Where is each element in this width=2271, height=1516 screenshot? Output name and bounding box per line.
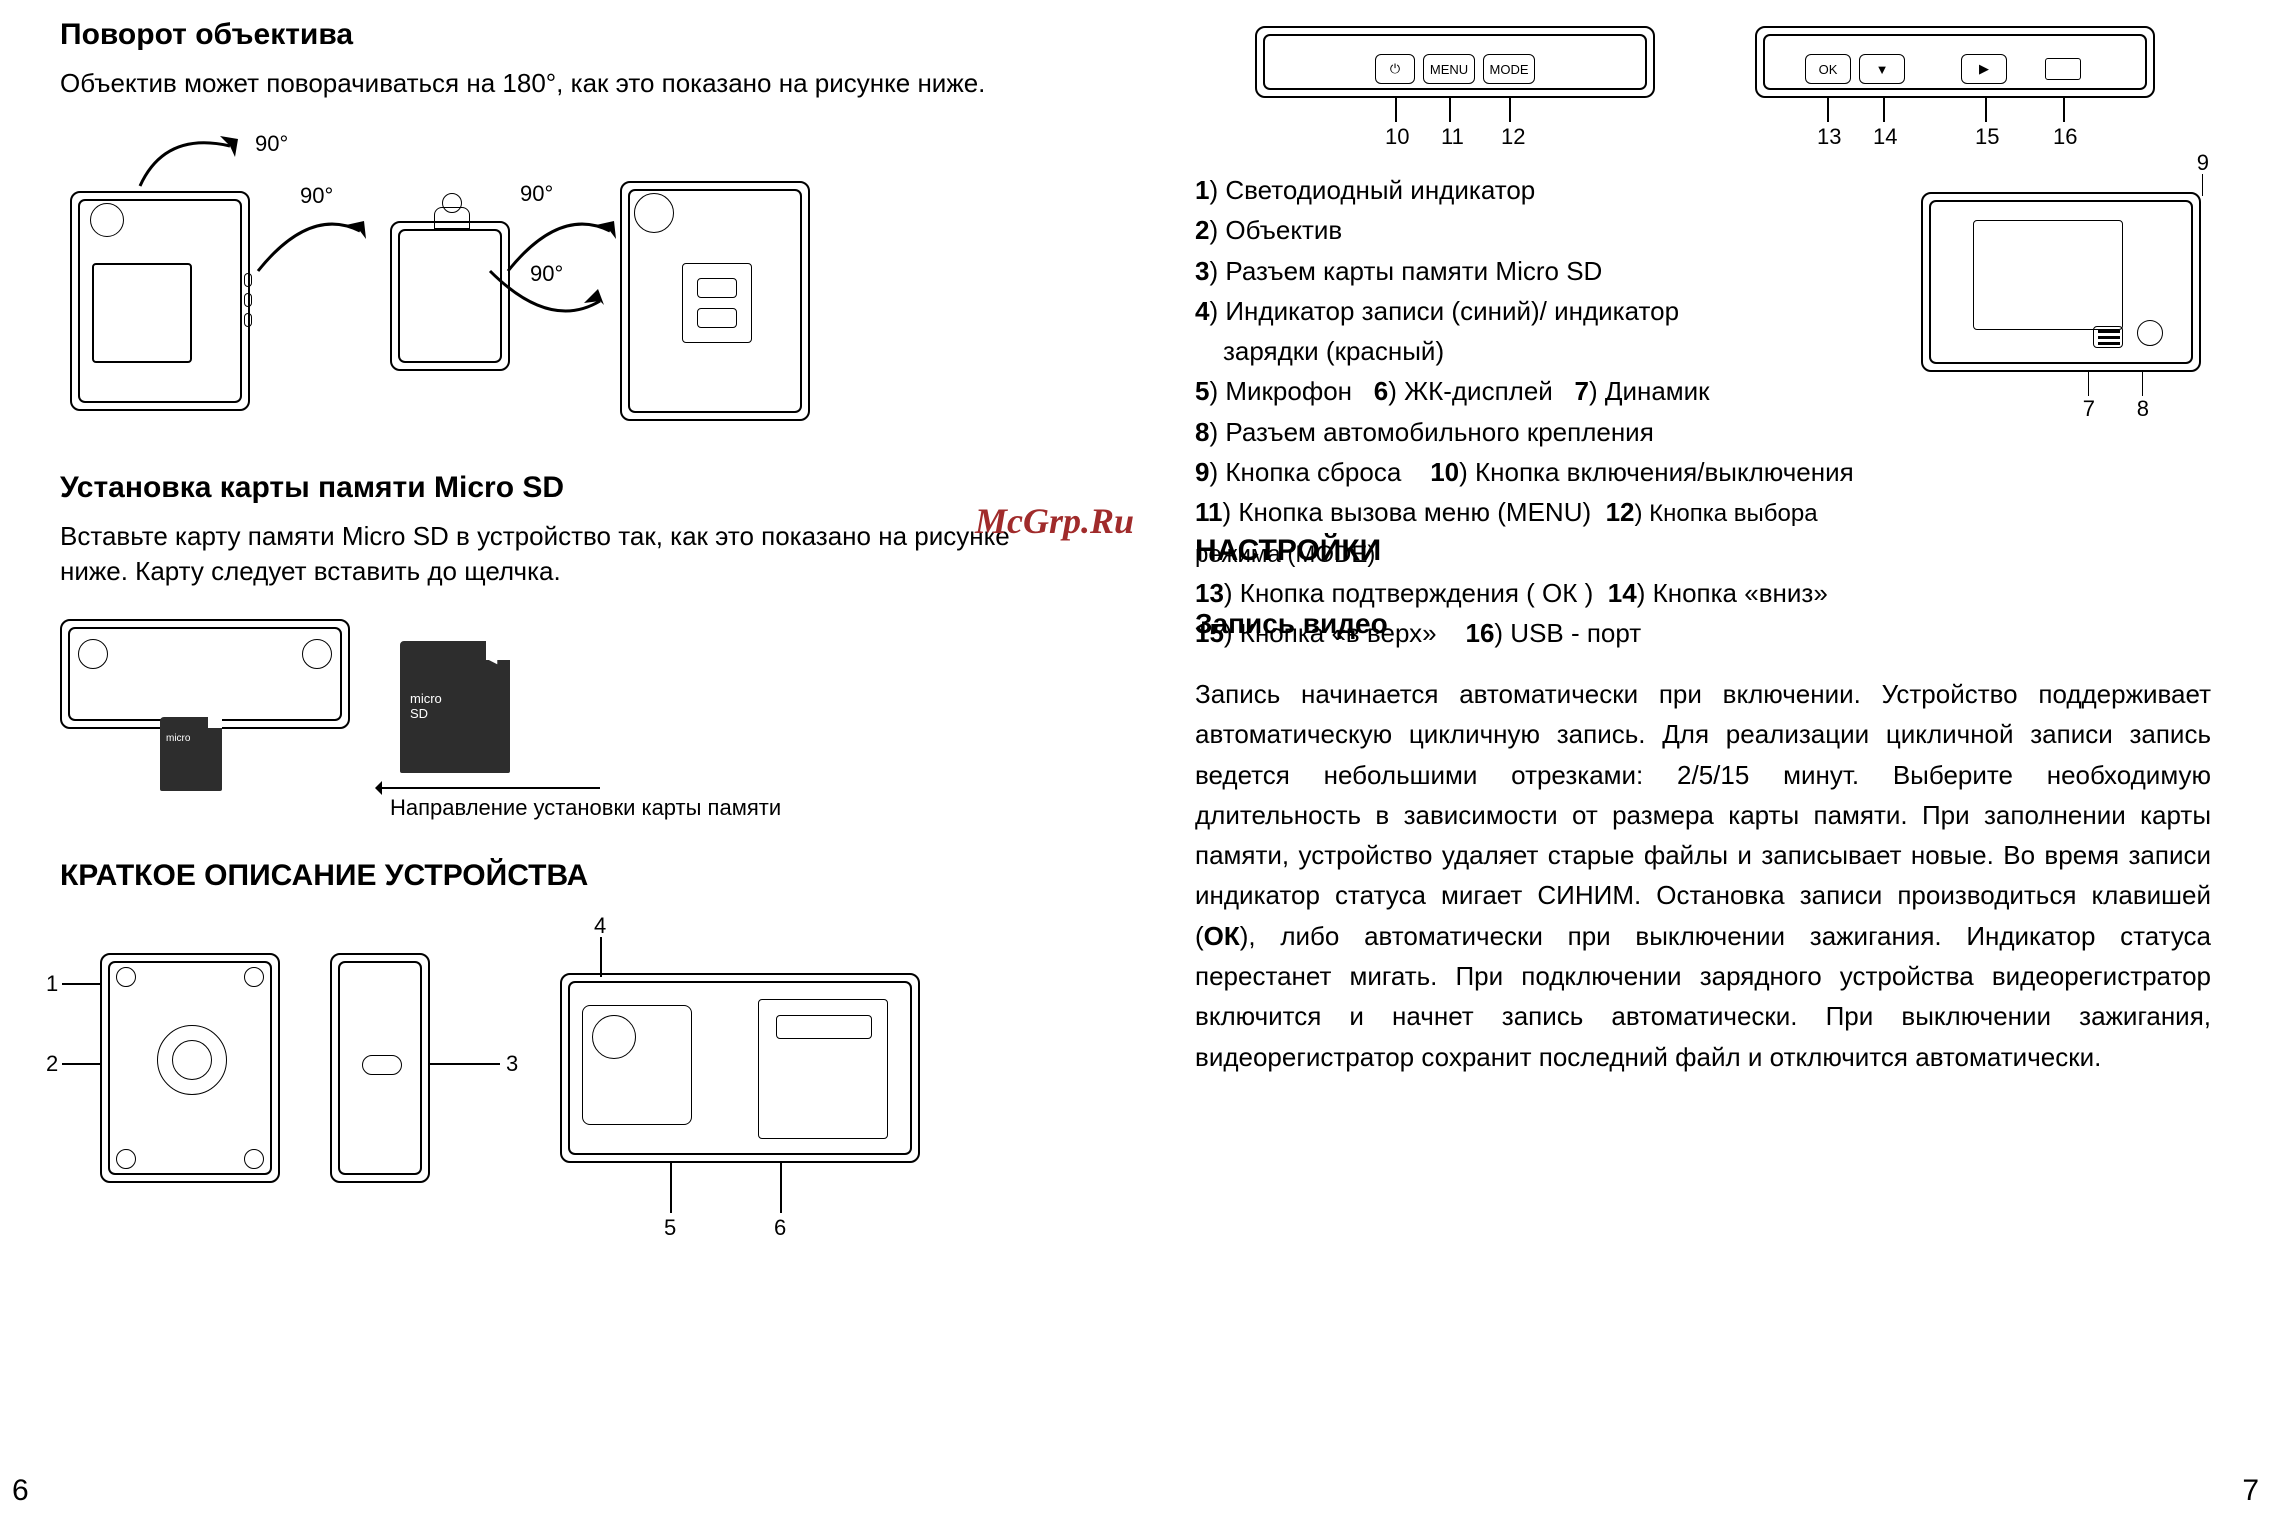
part-4b: зарядки (красный)	[1223, 336, 1444, 366]
callout-6: 6	[774, 1215, 786, 1241]
part-14: ) Кнопка «вниз»	[1637, 578, 1828, 608]
callout-12: 12	[1501, 124, 1525, 150]
heading-sd-install: Установка карты памяти Micro SD	[60, 471, 1075, 505]
page-number-right: 7	[2242, 1474, 2259, 1508]
callout-9: 9	[2197, 150, 2209, 176]
label-90-3: 90°	[520, 181, 553, 207]
part-10: ) Кнопка включения/выключения	[1459, 457, 1854, 487]
part-7: ) Динамик	[1589, 376, 1710, 406]
page-left: Поворот объектива Объектив может поворач…	[0, 0, 1135, 1516]
label-90-2: 90°	[300, 183, 333, 209]
part-4a: ) Индикатор записи (синий)/ индикатор	[1209, 296, 1679, 326]
figure-rear-view	[1921, 192, 2201, 372]
heading-lens-rotation: Поворот объектива	[60, 18, 1075, 52]
part-16: ) USB - порт	[1494, 618, 1641, 648]
figure-sd-install: micro microSD ◄ Направление установки ка…	[60, 609, 820, 829]
callout-7: 7	[2083, 396, 2095, 422]
sd-card-standalone-icon: microSD ◄	[400, 641, 510, 773]
callout-14: 14	[1873, 124, 1897, 150]
arrow-rotate-right1-icon	[250, 201, 370, 291]
arrow-sd-direction-icon	[380, 787, 600, 789]
figure-lens-rotation: 90° 90° 90° 90°	[60, 121, 820, 431]
part-15: ) Кнопка «в верх»	[1224, 618, 1466, 648]
parts-and-rear: 1) Светодиодный индикатор 2) Объектив 3)…	[1195, 164, 2211, 504]
callout-16: 16	[2053, 124, 2077, 150]
watermark: McGrp.Ru	[975, 500, 1134, 542]
part-2: ) Объектив	[1209, 215, 1342, 245]
part-1: ) Светодиодный индикатор	[1209, 175, 1535, 205]
figure-device-overview: 1 2 3 4 5 6	[60, 923, 960, 1263]
part-3: ) Разъем карты памяти Micro SD	[1209, 256, 1602, 286]
callout-15: 15	[1975, 124, 1999, 150]
page-right: ⏻ MENU MODE 10 11 12 OK ▼ ▶ 13 14 15 16 …	[1135, 0, 2271, 1516]
part-5: ) Микрофон	[1209, 376, 1373, 406]
figure-top-buttons: ⏻ MENU MODE 10 11 12 OK ▼ ▶ 13 14 15 16	[1195, 18, 2211, 158]
caption-sd-direction: Направление установки карты памяти	[390, 795, 781, 821]
page-number-left: 6	[12, 1474, 29, 1508]
callout-8: 8	[2137, 396, 2149, 422]
text-lens-rotation: Объектив может поворачиваться на 180°, к…	[60, 66, 1075, 101]
parts-list: 1) Светодиодный индикатор 2) Объектив 3)…	[1195, 170, 1895, 654]
part-8: ) Разъем автомобильного крепления	[1209, 417, 1653, 447]
part-9: ) Кнопка сброса	[1209, 457, 1430, 487]
callout-2: 2	[46, 1051, 58, 1077]
label-menu-key: MENU	[1424, 55, 1474, 83]
label-90-4: 90°	[530, 261, 563, 287]
heading-device-overview: КРАТКОЕ ОПИСАНИЕ УСТРОЙСТВА	[60, 859, 1075, 893]
callout-11: 11	[1441, 124, 1464, 150]
callout-4: 4	[594, 913, 606, 939]
callout-13: 13	[1817, 124, 1841, 150]
label-90-1: 90°	[255, 131, 288, 157]
text-sd-install: Вставьте карту памяти Micro SD в устройс…	[60, 519, 1075, 589]
label-mode-key: MODE	[1484, 55, 1534, 83]
text-video-recording: Запись начинается автоматически при вклю…	[1195, 674, 2211, 1077]
part-11: ) Кнопка вызова меню (MENU)	[1223, 497, 1606, 527]
label-ok-key: OK	[1806, 55, 1850, 83]
sd-card-inserted-icon: micro	[160, 717, 222, 791]
callout-10: 10	[1385, 124, 1409, 150]
callout-1: 1	[46, 971, 58, 997]
part-6: ) ЖК-дисплей	[1388, 376, 1574, 406]
callout-3: 3	[506, 1051, 518, 1077]
arrow-rotate-top-icon	[120, 126, 250, 196]
part-13: ) Кнопка подтверждения ( ОК )	[1224, 578, 1608, 608]
callout-5: 5	[664, 1215, 676, 1241]
